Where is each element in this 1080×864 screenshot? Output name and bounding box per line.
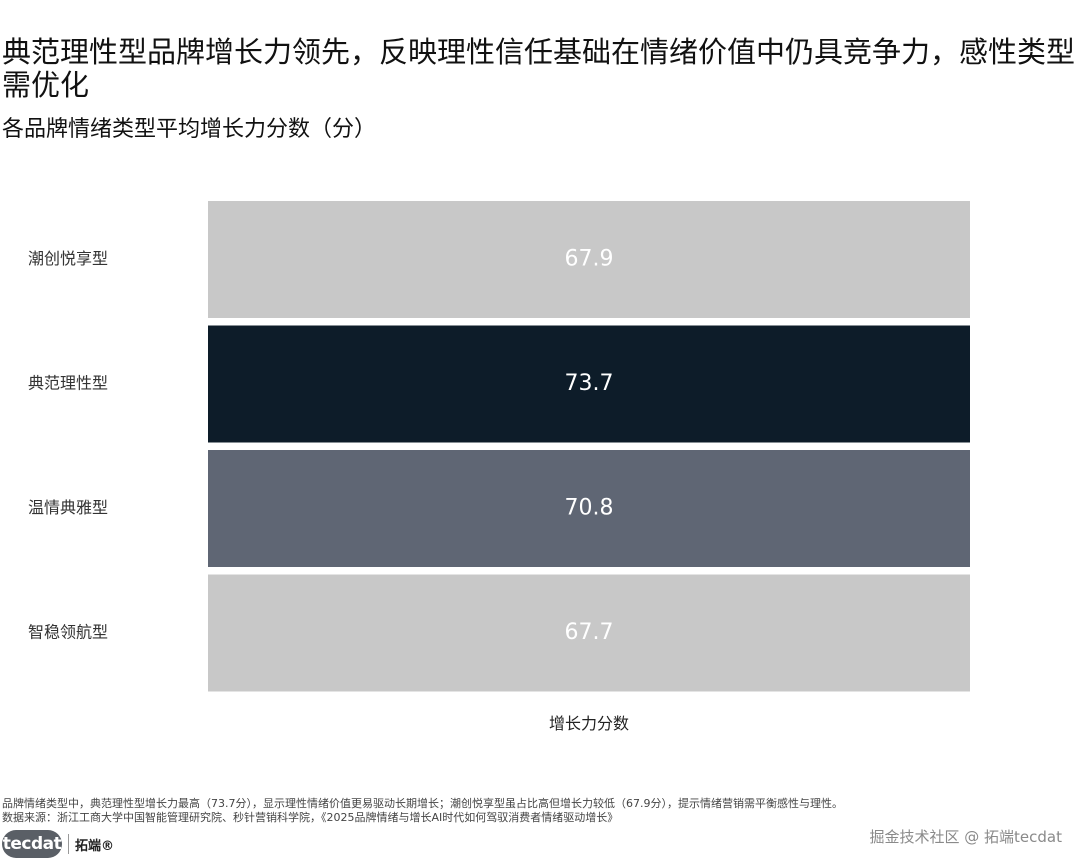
category-label-2: 典范理性型 [28, 374, 108, 393]
chart-title: 典范理性型品牌增长力领先，反映理性信任基础在情绪价值中仍具竞争力，感性类型需优化 [2, 35, 1076, 102]
brand-logo: tecdat 拓端® [2, 830, 114, 858]
footnote-source: 数据来源：浙江工商大学中国智能管理研究院、秒针营销科学院，《2025品牌情绪与增… [2, 811, 619, 824]
bar-chart: 潮创悦享型 67.9 典范理性型 73.7 温情典雅型 70.8 智稳领航型 67.7 [28, 201, 970, 692]
footnote: 品牌情绪类型中，典范理性型增长力最高（73.7分），显示理性情绪价值更易驱动长期… [2, 797, 1078, 825]
watermark: 掘金技术社区 @ 拓端tecdat [869, 828, 1063, 846]
bar-3 [208, 450, 970, 567]
bar-2 [208, 325, 970, 443]
x-axis-label: 增长力分数 [548, 714, 629, 733]
logo-name: 拓端® [75, 838, 115, 854]
value-label-1: 67.9 [565, 247, 614, 272]
logo-divider [68, 834, 69, 854]
chart-subtitle: 各品牌情绪类型平均增长力分数（分） [2, 117, 377, 142]
category-label-4: 智稳领航型 [28, 623, 108, 642]
value-label-3: 70.8 [565, 496, 614, 521]
bar-4 [208, 574, 970, 692]
value-label-2: 73.7 [565, 371, 614, 396]
footnote-summary: 品牌情绪类型中，典范理性型增长力最高（73.7分），显示理性情绪价值更易驱动长期… [2, 797, 843, 810]
value-label-4: 67.7 [565, 620, 614, 645]
category-label-1: 潮创悦享型 [28, 249, 108, 268]
logo-mark: tecdat [2, 830, 62, 858]
bar-1 [208, 201, 970, 318]
category-label-3: 温情典雅型 [28, 498, 108, 517]
